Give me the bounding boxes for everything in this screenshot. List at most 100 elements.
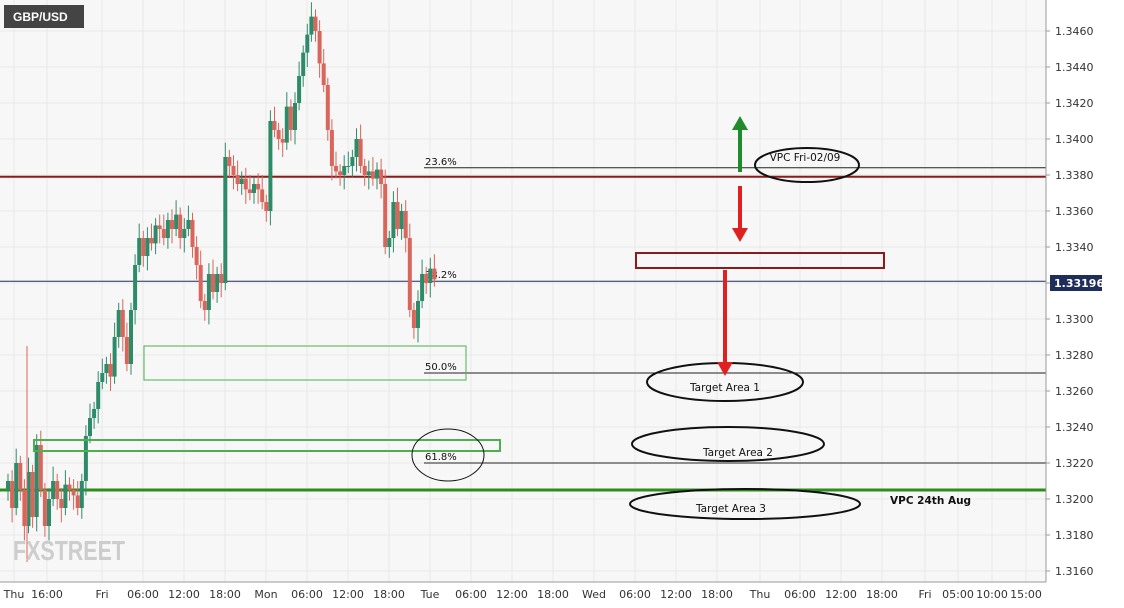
candle-body: [362, 166, 367, 175]
candle-body: [63, 484, 68, 508]
green-up-arrow-head: [732, 116, 748, 130]
candle-body: [34, 445, 39, 517]
vpc-fri-label: VPC Fri-02/09: [770, 152, 841, 164]
candle-body: [223, 157, 228, 283]
candle-body: [174, 214, 179, 229]
x-tick-label: Wed: [582, 588, 606, 601]
candle-body: [325, 85, 330, 130]
candle-body: [75, 495, 80, 508]
target-area-1-label: Target Area 1: [689, 382, 760, 394]
candle-body: [133, 265, 138, 310]
candle-body: [387, 238, 392, 247]
candle-body: [10, 481, 15, 508]
x-tick-label: 06:00: [291, 588, 323, 601]
candle-body: [256, 184, 261, 190]
x-tick-label: 18:00: [701, 588, 733, 601]
candle-body: [6, 481, 10, 490]
candle-body: [346, 166, 351, 167]
vpc-24-aug-label: VPC 24th Aug: [890, 495, 971, 507]
red-down-arrow-head: [732, 228, 748, 242]
candle-body: [190, 220, 195, 247]
x-tick-label: Fri: [918, 588, 931, 601]
x-tick-label: 18:00: [537, 588, 569, 601]
gridlines: [0, 0, 1046, 582]
candle-body: [219, 274, 224, 283]
candle-body: [305, 34, 310, 53]
candle-body: [202, 301, 207, 310]
candle-body: [92, 409, 97, 418]
x-tick-label: 12:00: [825, 588, 857, 601]
target-area-3-ellipse: [629, 488, 861, 520]
candle-body: [47, 499, 51, 526]
y-tick-label: 1.3240: [1055, 421, 1094, 434]
candle-body: [120, 310, 125, 337]
y-tick-label: 1.3340: [1055, 241, 1094, 254]
x-tick-label: Thu: [749, 588, 771, 601]
last-price-label: 1.33196: [1054, 277, 1104, 290]
candle-body: [338, 171, 343, 175]
candle-body: [206, 274, 211, 310]
x-tick-label: 06:00: [455, 588, 487, 601]
x-tick-label: 10:00: [976, 588, 1008, 601]
candle-body: [358, 139, 363, 166]
y-tick-label: 1.3280: [1055, 349, 1094, 362]
candle-body: [411, 310, 416, 328]
candle-body: [227, 157, 232, 166]
candle-body: [18, 463, 23, 490]
candle-body: [260, 189, 265, 202]
candle-body: [51, 481, 56, 499]
candle-body: [403, 211, 408, 238]
candle-body: [280, 139, 285, 143]
candle-body: [153, 225, 158, 244]
candle-body: [432, 268, 437, 280]
candle-body: [276, 130, 281, 139]
candle-body: [157, 225, 162, 229]
candle-body: [149, 238, 154, 244]
symbol-badge[interactable]: [4, 5, 84, 28]
candle-body: [231, 166, 236, 175]
x-tick-label: Thu: [3, 588, 25, 601]
candle-body: [137, 238, 142, 265]
candle-body: [247, 189, 252, 193]
candle-body: [264, 202, 269, 211]
candle-body: [272, 121, 277, 130]
candle-body: [26, 472, 31, 526]
candle-body: [71, 490, 76, 496]
candle-body: [104, 364, 109, 373]
y-tick-label: 1.3160: [1055, 565, 1094, 578]
fxstreet-logo: FXSTREET: [13, 535, 125, 566]
candle-body: [100, 373, 105, 382]
candle-body: [383, 184, 388, 247]
candle-body: [30, 472, 35, 517]
candle-body: [379, 169, 384, 184]
candle-body: [370, 171, 375, 179]
candle-body: [55, 481, 60, 499]
candle-body: [165, 220, 170, 238]
candle-body: [284, 106, 289, 143]
candle-body: [161, 229, 166, 238]
x-tick-label: 18:00: [373, 588, 405, 601]
axis-background: [1046, 0, 1124, 608]
candle-body: [288, 106, 293, 130]
x-tick-label: 18:00: [209, 588, 241, 601]
target-area-3-label: Target Area 3: [695, 503, 766, 515]
candle-body: [317, 31, 322, 64]
candle-body: [301, 52, 306, 76]
level-label: 23.6%: [425, 157, 457, 168]
x-tick-label: 12:00: [168, 588, 200, 601]
candle-body: [186, 220, 191, 229]
target-area-2-ellipse: [631, 426, 825, 462]
x-tick-label: Tue: [420, 588, 440, 601]
candle-body: [88, 418, 92, 436]
last-price-tag: [1050, 275, 1102, 291]
candle-body: [182, 229, 187, 238]
y-tick-label: 1.3360: [1055, 205, 1094, 218]
candle-body: [424, 274, 429, 283]
candle-body: [124, 337, 129, 364]
candle-body: [194, 247, 199, 265]
y-tick-label: 1.3180: [1055, 529, 1094, 542]
candle-body: [67, 484, 72, 490]
candle-body: [129, 310, 133, 364]
fib-levels: 23.6% 38.2% 50.0% 61.8%: [0, 157, 1046, 492]
